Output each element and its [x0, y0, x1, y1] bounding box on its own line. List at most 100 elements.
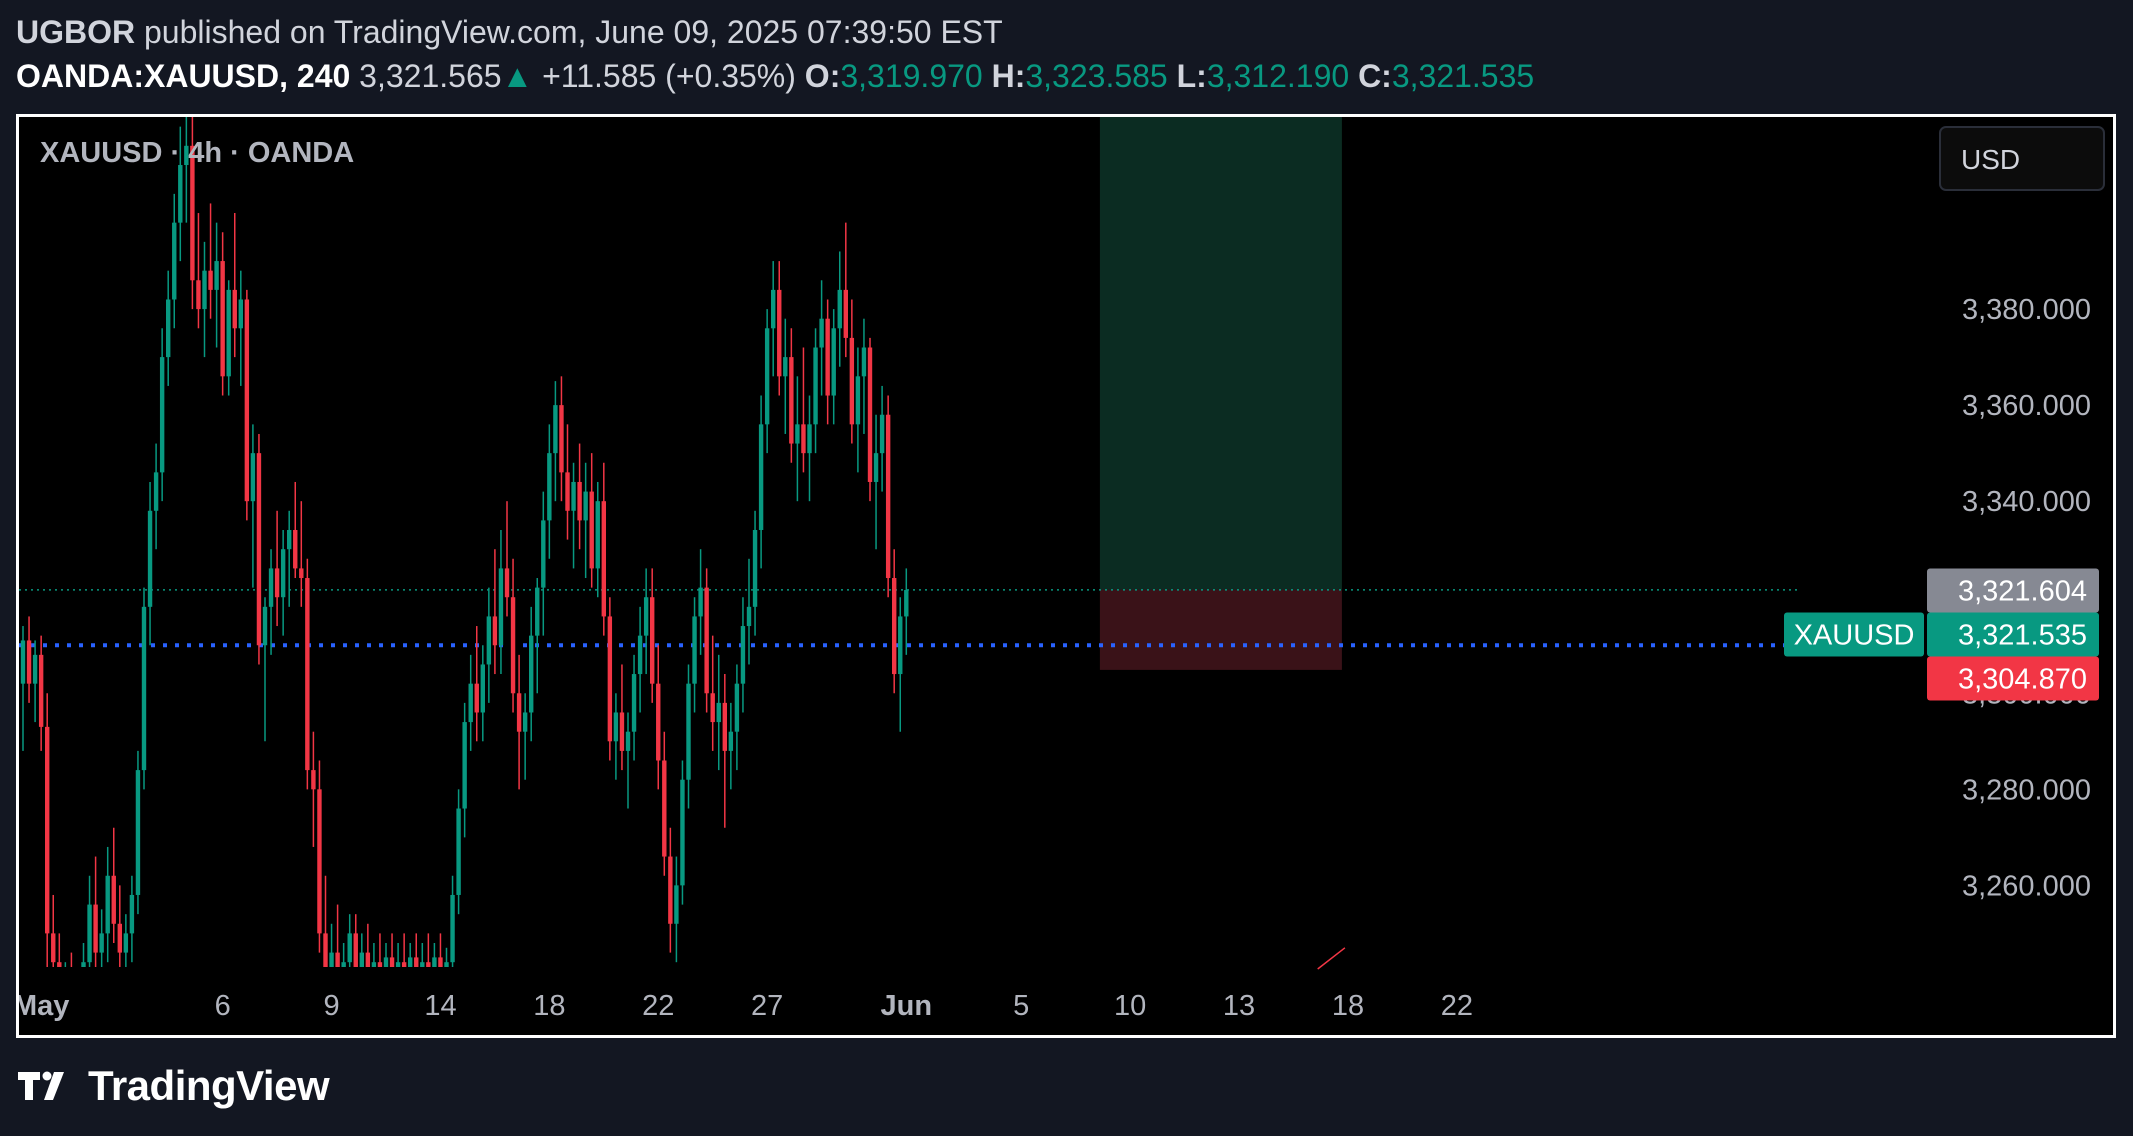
candle[interactable]: [93, 856, 98, 972]
candle[interactable]: [619, 664, 625, 771]
candle[interactable]: [825, 299, 830, 425]
candle[interactable]: [377, 933, 383, 1000]
candle[interactable]: [214, 222, 219, 348]
candle[interactable]: [389, 933, 395, 1000]
candle[interactable]: [341, 942, 346, 1029]
candle[interactable]: [117, 885, 122, 971]
candle[interactable]: [311, 731, 316, 847]
candle[interactable]: [837, 251, 842, 367]
candle[interactable]: [547, 424, 552, 559]
candle[interactable]: [196, 213, 201, 329]
stop-loss-zone[interactable]: [1099, 589, 1342, 670]
candle[interactable]: [414, 933, 419, 1000]
candle[interactable]: [504, 501, 510, 617]
candle[interactable]: [516, 654, 522, 790]
candle[interactable]: [631, 654, 637, 761]
candle[interactable]: [147, 481, 153, 646]
candle[interactable]: [589, 453, 594, 588]
candle[interactable]: [801, 347, 806, 473]
candle[interactable]: [698, 549, 703, 655]
candle[interactable]: [456, 789, 461, 915]
trend-line[interactable]: [1317, 947, 1346, 970]
candle[interactable]: [559, 376, 564, 502]
price-axis-label[interactable]: 3,304.870: [1927, 656, 2099, 701]
candle[interactable]: [365, 923, 371, 1001]
candle[interactable]: [353, 914, 358, 991]
candle[interactable]: [450, 875, 455, 991]
candle[interactable]: [262, 597, 268, 742]
candle[interactable]: [172, 193, 177, 329]
candle[interactable]: [69, 952, 73, 1035]
candle[interactable]: [111, 827, 116, 943]
tradingview-brand[interactable]: TradingView: [88, 1062, 330, 1109]
candle[interactable]: [728, 702, 734, 790]
candle[interactable]: [408, 942, 413, 1020]
candle[interactable]: [38, 635, 44, 751]
candle[interactable]: [861, 318, 867, 434]
candle[interactable]: [607, 597, 613, 761]
candle[interactable]: [462, 702, 467, 838]
candle[interactable]: [232, 213, 237, 358]
candle[interactable]: [335, 904, 340, 991]
candle[interactable]: [57, 933, 62, 1029]
candle[interactable]: [468, 654, 473, 751]
candle[interactable]: [674, 856, 679, 963]
candle[interactable]: [819, 280, 824, 396]
candle[interactable]: [650, 568, 655, 703]
candle[interactable]: [26, 616, 32, 703]
candle[interactable]: [45, 693, 50, 981]
candle[interactable]: [141, 587, 147, 790]
candle[interactable]: [758, 395, 764, 569]
candle[interactable]: [75, 981, 79, 1035]
candle[interactable]: [692, 597, 697, 713]
candle[interactable]: [498, 529, 504, 675]
candle[interactable]: [637, 606, 643, 713]
candle[interactable]: [184, 117, 189, 223]
candle[interactable]: [202, 241, 207, 358]
candle[interactable]: [722, 674, 727, 828]
candle[interactable]: [317, 760, 322, 953]
candle[interactable]: [190, 117, 195, 310]
candle[interactable]: [831, 309, 836, 425]
candle[interactable]: [680, 760, 685, 905]
candle[interactable]: [529, 606, 534, 742]
candle[interactable]: [323, 875, 328, 1001]
candle[interactable]: [444, 947, 449, 1030]
candle[interactable]: [159, 328, 165, 502]
candle[interactable]: [813, 328, 818, 454]
candle[interactable]: [734, 664, 740, 771]
candle[interactable]: [807, 395, 812, 502]
candle[interactable]: [474, 626, 479, 742]
candle[interactable]: [359, 933, 364, 1019]
candlestick-chart[interactable]: 3,380.0003,360.0003,340.0003,300.0003,28…: [13, 117, 2113, 1035]
candle[interactable]: [383, 942, 389, 1020]
candle[interactable]: [577, 443, 582, 550]
candle[interactable]: [20, 626, 26, 751]
candle[interactable]: [256, 433, 262, 665]
candle[interactable]: [426, 933, 431, 1000]
candle[interactable]: [220, 232, 225, 396]
candle[interactable]: [565, 424, 570, 540]
candle[interactable]: [268, 549, 274, 655]
candle[interactable]: [716, 654, 721, 771]
price-axis-label[interactable]: 3,321.535: [1927, 612, 2099, 657]
author-name[interactable]: UGBOR: [16, 14, 136, 50]
candle[interactable]: [740, 597, 746, 713]
candle[interactable]: [904, 568, 909, 655]
candle[interactable]: [898, 597, 903, 732]
take-profit-zone[interactable]: [1099, 117, 1342, 590]
candle[interactable]: [795, 376, 800, 502]
candle[interactable]: [492, 549, 498, 675]
candle[interactable]: [686, 664, 691, 809]
candle[interactable]: [777, 261, 782, 396]
candle[interactable]: [746, 558, 752, 665]
candle[interactable]: [438, 933, 443, 1000]
candle[interactable]: [123, 914, 129, 991]
candle[interactable]: [764, 309, 770, 454]
candle[interactable]: [178, 126, 183, 262]
candle[interactable]: [885, 395, 891, 598]
candle[interactable]: [347, 914, 352, 1000]
candle[interactable]: [668, 827, 673, 953]
candle[interactable]: [81, 942, 86, 1029]
candle[interactable]: [541, 491, 546, 636]
